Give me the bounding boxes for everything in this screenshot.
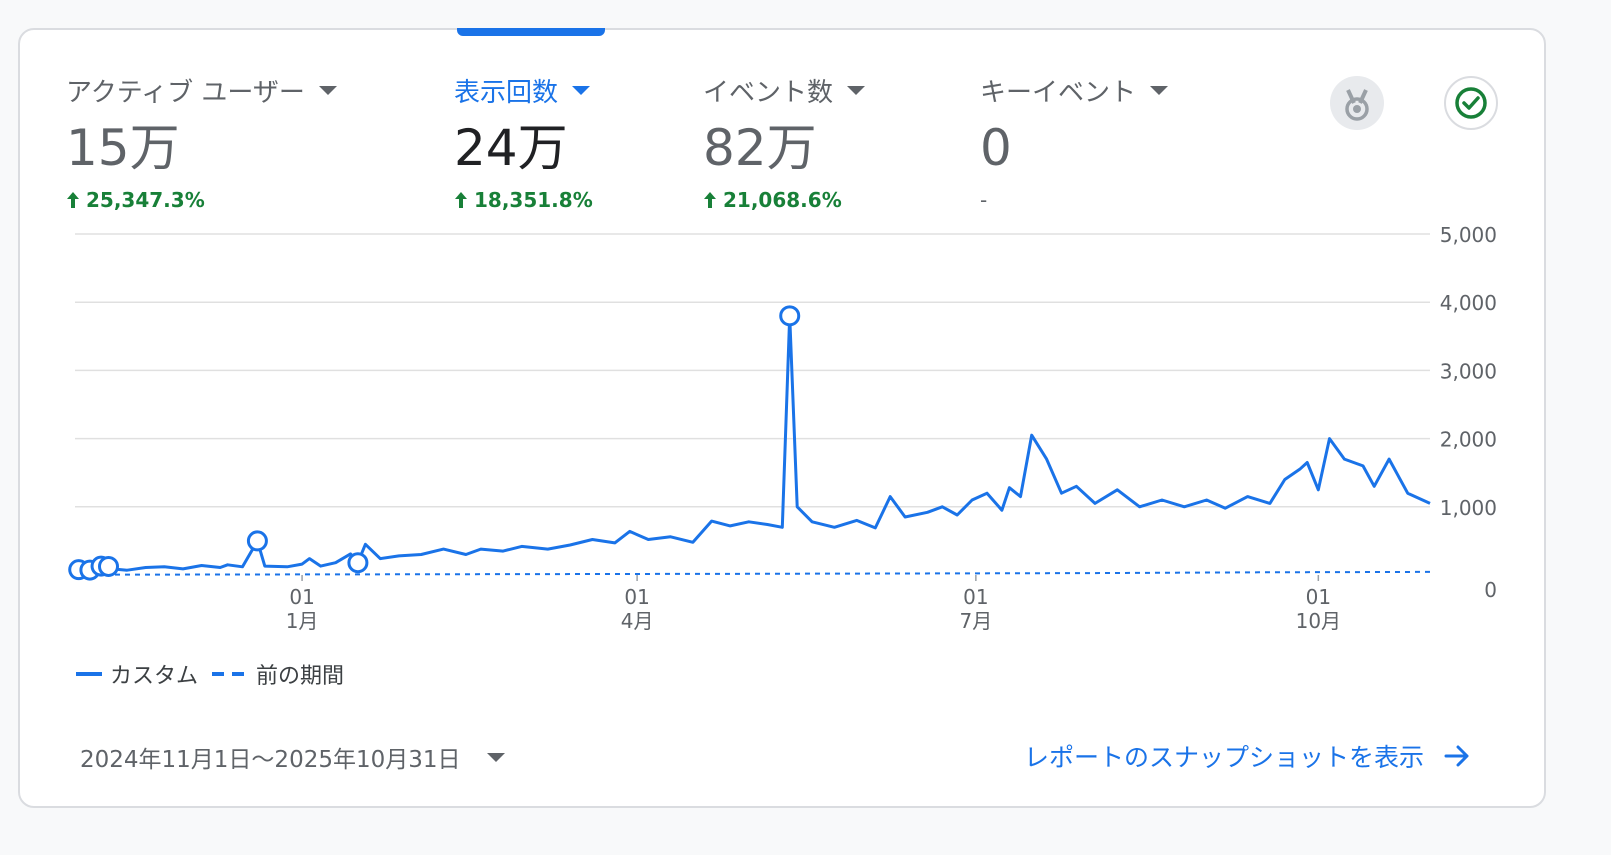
- x-tick-day: 01: [963, 585, 988, 609]
- arrow-up-icon: [704, 192, 716, 208]
- x-tick-day: 01: [289, 585, 314, 609]
- metric-change: 21,068.6%: [703, 188, 865, 212]
- legend-previous: 前の期間: [256, 664, 345, 689]
- legend-dashed-swatch: [212, 672, 247, 676]
- metric-name: イベント数: [703, 77, 834, 108]
- chart-legend: カスタム 前の期間: [76, 658, 344, 690]
- metric-value: 24万: [454, 119, 568, 177]
- x-tick-month: 1月: [286, 609, 319, 633]
- metric-name: 表示回数: [454, 77, 559, 108]
- previous-period-line: [74, 570, 1431, 576]
- arrow-up-icon: [455, 192, 467, 208]
- metric-change-value: 25,347.3%: [86, 188, 205, 212]
- view-report-snapshot-link[interactable]: レポートのスナップショットを表示: [1024, 738, 1472, 774]
- y-tick-label: 5,000: [1440, 223, 1497, 247]
- y-tick-label: 4,000: [1440, 291, 1497, 315]
- check-circle-icon[interactable]: [1444, 76, 1498, 130]
- medal-icon[interactable]: [1330, 76, 1384, 130]
- metric-views[interactable]: 表示回数 24万 18,351.8%: [454, 72, 593, 213]
- metric-value: 15万: [66, 119, 180, 177]
- annotation-marker: [779, 305, 801, 327]
- chevron-down-icon[interactable]: [486, 752, 505, 762]
- y-tick-label: 3,000: [1440, 359, 1497, 383]
- annotation-marker: [347, 552, 369, 574]
- arrow-right-icon: [1444, 745, 1469, 767]
- active-tab-indicator: [457, 28, 605, 36]
- metric-change-value: -: [980, 188, 988, 212]
- metric-key-events[interactable]: キーイベント 0 -: [980, 72, 1169, 212]
- annotation-marker: [246, 530, 268, 552]
- metric-name: キーイベント: [980, 77, 1137, 108]
- date-range-label: 2024年11月1日〜2025年10月31日: [80, 747, 461, 773]
- chevron-down-icon[interactable]: [847, 85, 866, 95]
- metric-name: アクティブ ユーザー: [66, 77, 305, 108]
- date-range-selector[interactable]: 2024年11月1日〜2025年10月31日: [80, 740, 505, 774]
- chevron-down-icon[interactable]: [572, 85, 591, 95]
- metric-change: 25,347.3%: [66, 188, 337, 212]
- metric-change-value: 18,351.8%: [474, 188, 593, 212]
- legend-current: カスタム: [110, 664, 199, 689]
- x-tick-month: 4月: [621, 609, 654, 633]
- report-link-label: レポートのスナップショットを表示: [1024, 743, 1425, 772]
- chevron-down-icon[interactable]: [1150, 85, 1169, 95]
- arrow-up-icon: [67, 192, 79, 208]
- current-period-line: [74, 314, 1431, 572]
- y-tick-label: 2,000: [1440, 428, 1497, 452]
- chevron-down-icon[interactable]: [318, 85, 337, 95]
- annotation-marker: [98, 555, 120, 577]
- x-tick-month: 10月: [1296, 609, 1341, 633]
- metric-event-count[interactable]: イベント数 82万 21,068.6%: [703, 72, 866, 212]
- x-tick-month: 7月: [959, 609, 992, 633]
- metric-active-users[interactable]: アクティブ ユーザー 15万 25,347.3%: [66, 72, 337, 212]
- metric-change-value: 21,068.6%: [723, 188, 842, 212]
- overview-card: [18, 28, 1546, 808]
- metric-change: 18,351.8%: [454, 188, 593, 212]
- metric-value: 0: [980, 119, 1012, 177]
- legend-solid-swatch: [76, 672, 102, 676]
- y-tick-label: 1,000: [1440, 496, 1497, 520]
- x-tick-day: 01: [624, 585, 649, 609]
- metric-value: 82万: [703, 119, 817, 177]
- metric-change: -: [980, 188, 1168, 212]
- x-tick-day: 01: [1306, 585, 1331, 609]
- y-tick-label: 0: [1484, 578, 1497, 602]
- line-chart: 01,0002,0003,0004,0005,000011月014月017月01…: [68, 223, 1497, 633]
